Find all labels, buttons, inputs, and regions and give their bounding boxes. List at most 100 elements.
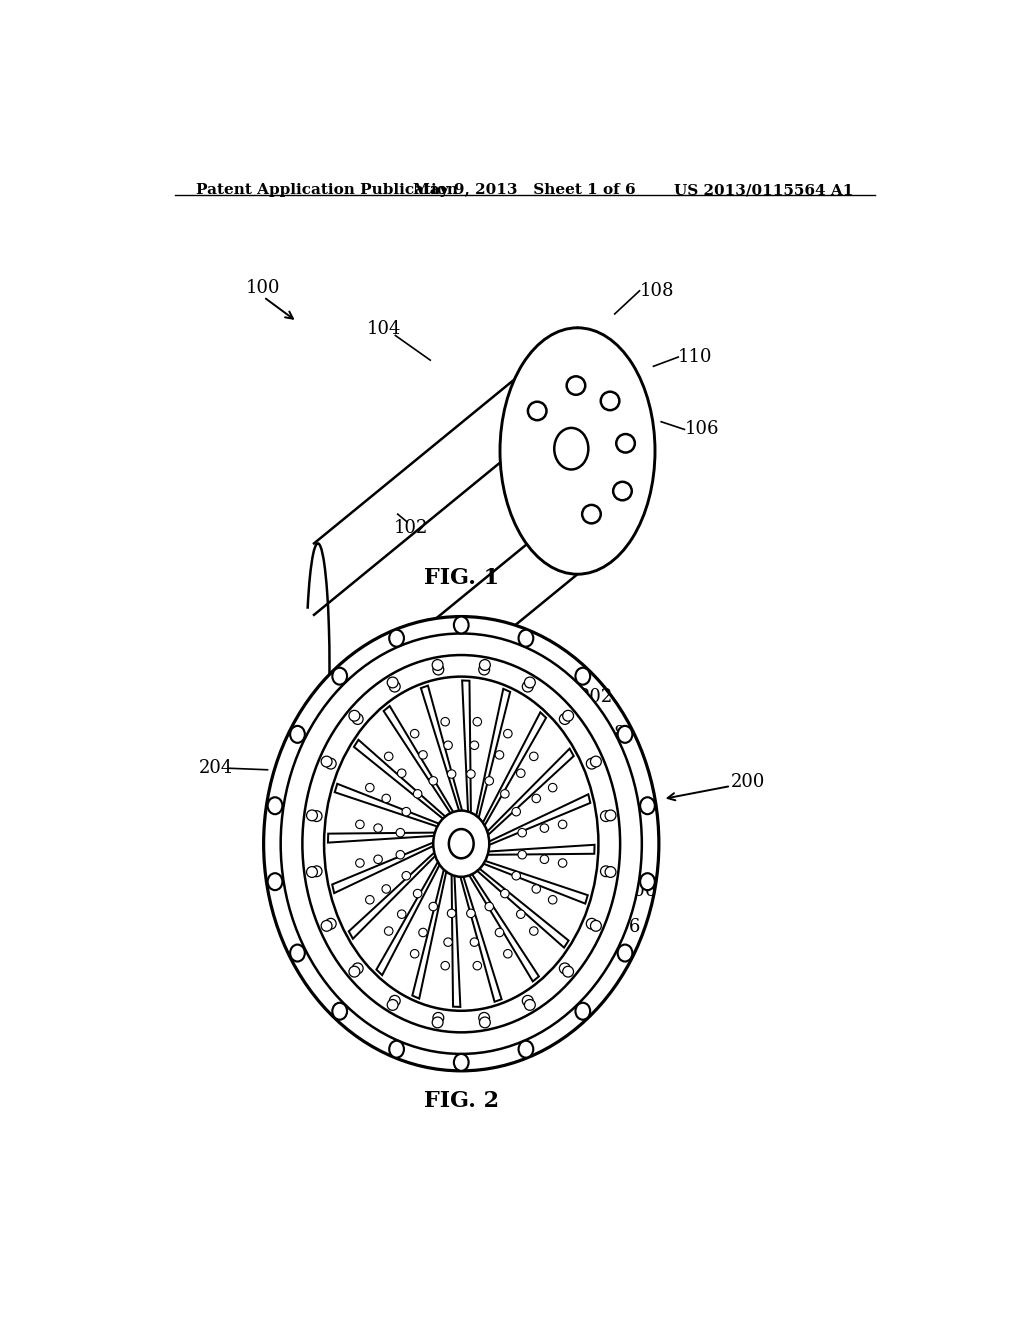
Circle shape (470, 939, 478, 946)
Circle shape (587, 758, 597, 770)
Polygon shape (413, 867, 446, 999)
Circle shape (479, 664, 489, 675)
Circle shape (311, 810, 322, 821)
Circle shape (518, 829, 526, 837)
Text: 200: 200 (731, 774, 765, 791)
Circle shape (441, 718, 450, 726)
Circle shape (479, 1012, 489, 1023)
Circle shape (352, 714, 364, 725)
Circle shape (374, 855, 382, 863)
Circle shape (558, 820, 567, 829)
Ellipse shape (290, 726, 305, 743)
Circle shape (349, 710, 359, 721)
Circle shape (387, 999, 398, 1010)
Polygon shape (486, 748, 573, 836)
Circle shape (311, 866, 322, 876)
Circle shape (540, 855, 549, 863)
Circle shape (591, 756, 601, 767)
Polygon shape (328, 833, 436, 842)
Text: 206: 206 (623, 883, 656, 900)
Text: May 9, 2013   Sheet 1 of 6: May 9, 2013 Sheet 1 of 6 (414, 183, 636, 197)
Circle shape (512, 808, 520, 816)
Ellipse shape (449, 829, 474, 858)
Circle shape (441, 961, 450, 970)
Circle shape (529, 927, 538, 936)
Circle shape (322, 920, 332, 931)
Circle shape (613, 482, 632, 500)
Circle shape (326, 919, 336, 929)
Circle shape (366, 783, 374, 792)
Circle shape (516, 909, 525, 919)
Circle shape (443, 741, 453, 750)
Polygon shape (488, 795, 590, 845)
Circle shape (382, 795, 390, 803)
Ellipse shape (640, 797, 654, 814)
Polygon shape (377, 861, 440, 975)
Polygon shape (349, 851, 436, 939)
Circle shape (605, 810, 616, 821)
Polygon shape (482, 861, 588, 904)
Ellipse shape (575, 668, 590, 685)
Circle shape (374, 824, 382, 833)
Circle shape (583, 506, 601, 524)
Circle shape (384, 752, 393, 760)
Text: 202: 202 (579, 689, 613, 706)
Circle shape (433, 1012, 443, 1023)
Polygon shape (332, 842, 434, 894)
Circle shape (429, 903, 437, 911)
Circle shape (411, 730, 419, 738)
Circle shape (518, 850, 526, 859)
Ellipse shape (389, 630, 403, 647)
Text: 110: 110 (678, 348, 713, 366)
Circle shape (432, 660, 443, 671)
Polygon shape (335, 784, 440, 828)
Text: 106: 106 (684, 421, 719, 438)
Polygon shape (486, 845, 595, 855)
Text: 204: 204 (200, 759, 233, 777)
Text: 206: 206 (607, 917, 641, 936)
Circle shape (384, 927, 393, 936)
Ellipse shape (518, 630, 534, 647)
Polygon shape (482, 713, 546, 828)
Circle shape (524, 677, 536, 688)
Circle shape (496, 928, 504, 937)
Circle shape (600, 866, 611, 876)
Circle shape (532, 884, 541, 894)
Circle shape (562, 966, 573, 977)
Polygon shape (462, 681, 471, 814)
Circle shape (540, 824, 549, 833)
Circle shape (349, 966, 359, 977)
Text: 104: 104 (367, 321, 401, 338)
Circle shape (402, 808, 411, 816)
Circle shape (389, 681, 400, 692)
Circle shape (429, 776, 437, 785)
Circle shape (414, 789, 422, 799)
Ellipse shape (454, 1053, 469, 1071)
Ellipse shape (554, 428, 589, 470)
Circle shape (419, 751, 427, 759)
Circle shape (411, 949, 419, 958)
Ellipse shape (617, 726, 633, 743)
Circle shape (355, 820, 365, 829)
Polygon shape (452, 873, 461, 1007)
Text: Patent Application Publication: Patent Application Publication (197, 183, 458, 197)
Circle shape (355, 859, 365, 867)
Ellipse shape (500, 327, 655, 574)
Ellipse shape (617, 945, 633, 961)
Circle shape (433, 664, 443, 675)
Circle shape (473, 961, 481, 970)
Circle shape (528, 401, 547, 420)
Circle shape (322, 756, 332, 767)
Circle shape (397, 909, 406, 919)
Ellipse shape (263, 616, 658, 1071)
Circle shape (504, 730, 512, 738)
Circle shape (566, 376, 586, 395)
Circle shape (447, 909, 456, 917)
Circle shape (414, 890, 422, 898)
Circle shape (326, 758, 336, 770)
Ellipse shape (333, 1003, 347, 1019)
Polygon shape (354, 739, 446, 820)
Text: 108: 108 (640, 282, 674, 300)
Circle shape (558, 859, 567, 867)
Text: 100: 100 (246, 279, 281, 297)
